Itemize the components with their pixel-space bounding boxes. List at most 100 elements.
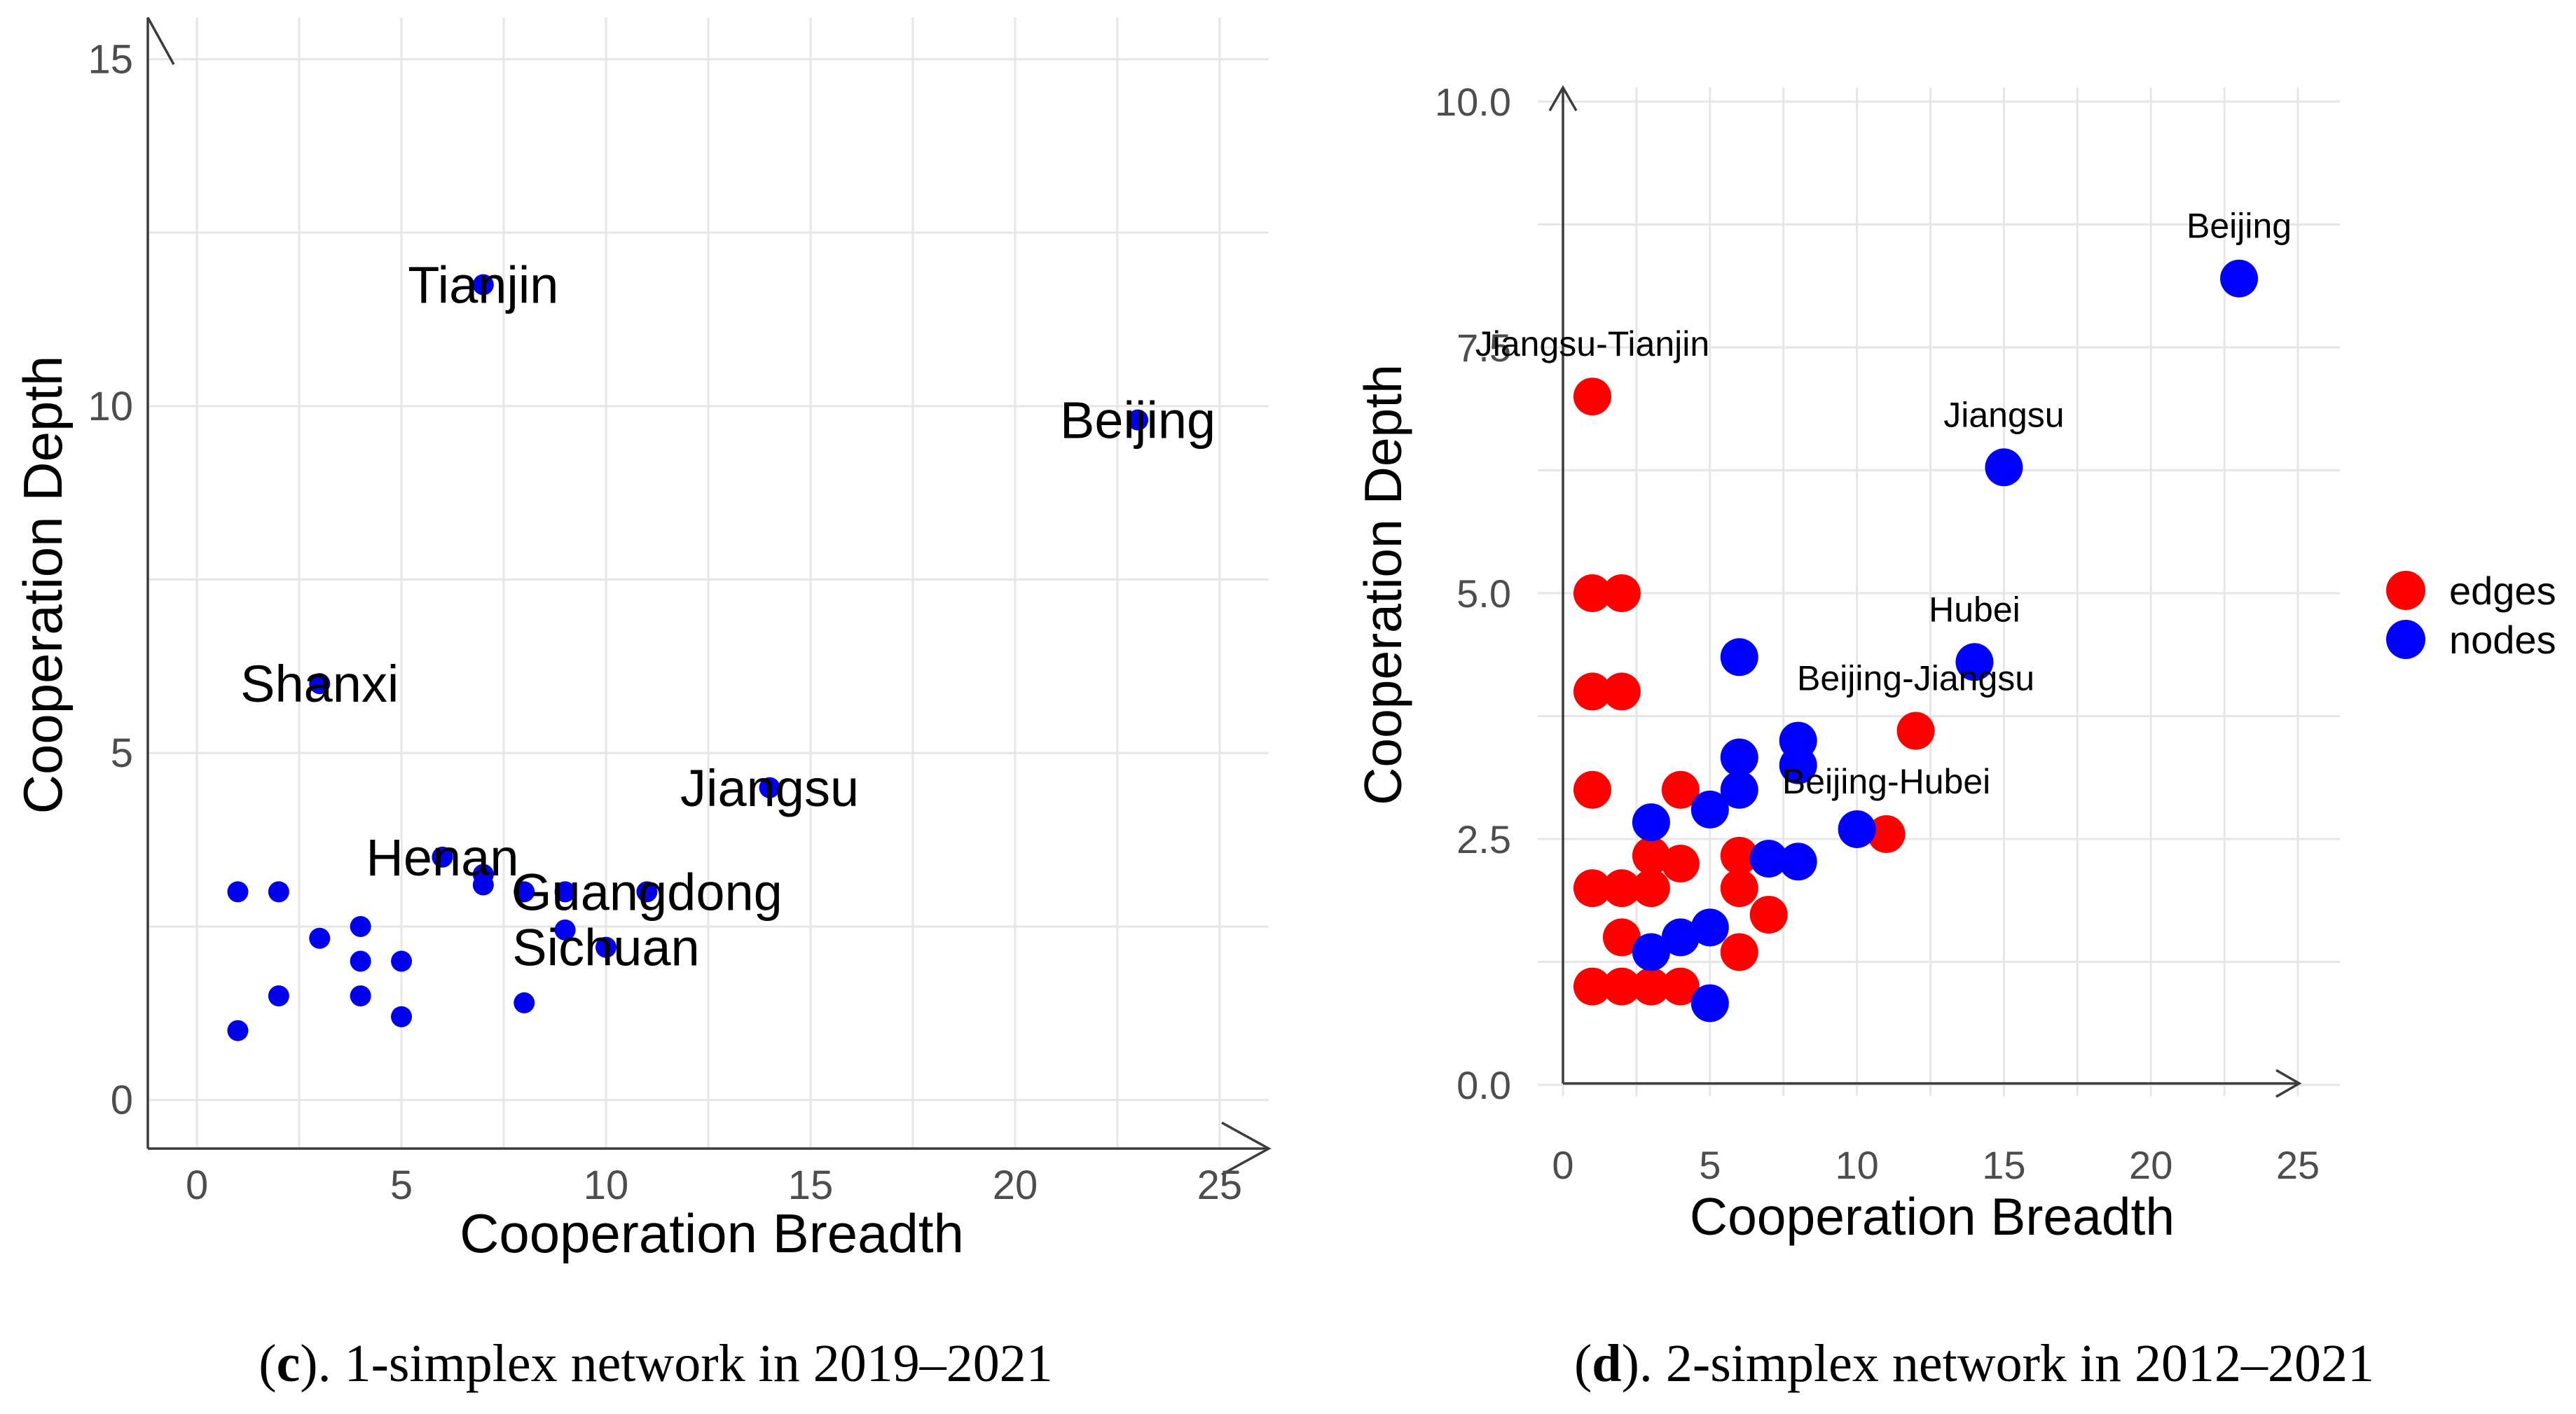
panel-d-x-tick-labels: 0 5 10 15 20 25 [1552,1143,2320,1187]
panel-c-x-axis-arrow [1221,1121,1272,1176]
panel-c-point-label: Beijing [1060,391,1215,450]
panel-c-x-tick-label: 25 [1197,1163,1243,1208]
panel-d-point-edges [1661,967,1700,1006]
panel-c-point [309,927,331,949]
panel-c-point-labels: Beijing Tianjin Shanxi Jiangsu HenanGuangdon… [240,256,1215,976]
panel-c-point [432,846,453,868]
panel-d-point-edges [1602,672,1641,711]
panel-c-point [268,985,289,1007]
panel-d-x-tick-label: 5 [1699,1143,1721,1187]
panel-c-axes [146,17,1272,1176]
panel-c-x-tick-label: 10 [584,1163,629,1208]
panel-d-x-tick-label: 0 [1552,1143,1573,1187]
panel-d-point-nodes [1779,843,1817,881]
panel-d-points [1573,259,2259,1023]
panel-d-point-edges [1720,933,1758,971]
panel-d-point-nodes [2220,259,2259,298]
panel-d-point-edges [1720,869,1758,908]
panel-d-point-edges [1573,770,1611,809]
panel-d-point-nodes [1779,746,1817,784]
panel-d-y-axis-title: Cooperation Depth [1354,364,1412,805]
panel-d-point-nodes [1632,803,1670,842]
panel-d-x-tick-label: 25 [2276,1143,2320,1187]
panel-d-point-nodes [1838,810,1876,848]
panel-c-plot: 0 5 10 15 20 25 0 5 10 15 Beijing Tianjin Shanxi Ji… [12,17,1272,1393]
panel-d-point-label: Beijing-Jiangsu [1797,659,2034,698]
panel-d-y-tick-label: 10.0 [1435,80,1511,124]
panel-d-point-nodes [1720,738,1758,777]
panel-d-caption: (d). 2-simplex network in 2012–2021 [1574,1334,2374,1393]
panel-d-x-tick-label: 20 [2129,1143,2172,1187]
panel-d-x-tick-label: 15 [1982,1143,2025,1187]
panel-c-x-tick-label: 20 [993,1163,1038,1208]
panel-d-y-tick-label: 0.0 [1456,1063,1511,1107]
panel-c-point-label: Sichuan [512,919,699,977]
panel-d-point-edges [1720,836,1758,875]
panel-d-point-nodes [1749,840,1788,878]
panel-d-point-edges [1632,869,1670,908]
panel-d-point-nodes [1690,984,1729,1023]
panel-c-y-tick-label: 10 [88,384,133,429]
panel-c-point-label: Tianjin [408,256,558,314]
panel-d-point-nodes [1720,638,1758,677]
panel-d-y-tick-labels: 0.0 2.5 5.0 7.5 10.0 [1435,80,1511,1107]
panel-c-x-axis-title: Cooperation Breadth [460,1202,964,1264]
panel-d-point-edges [1602,967,1641,1006]
panel-c-y-tick-label: 15 [88,36,133,82]
panel-d-legend-label-edges: edges [2449,569,2556,613]
panel-c-point [309,673,331,695]
panel-c-point [514,881,535,903]
panel-c-y-tick-labels: 0 5 10 15 [88,36,133,1123]
panel-c-caption-text: . 1-simplex network in 2019–2021 [318,1334,1053,1393]
panel-d-point-edges [1632,967,1670,1006]
panel-c-point [350,985,371,1007]
panel-d-legend-label-nodes: nodes [2449,618,2556,662]
panel-d-point-edges [1573,574,1611,612]
panel-c-point [391,1006,413,1027]
panel-c-point-label: Jiangsu [680,759,859,817]
panel-c-point [554,881,576,903]
panel-d-legend: edges nodes [2386,569,2556,662]
panel-d-y-tick-label: 2.5 [1456,817,1511,861]
panel-d-x-axis-title: Cooperation Breadth [1690,1187,2175,1246]
panel-d-point-edges [1661,770,1700,809]
panel-d-point-edges [1632,836,1670,875]
panel-c-x-tick-labels: 0 5 10 15 20 25 [186,1163,1242,1208]
panel-d-point-label: Beijing [2186,207,2292,246]
panel-c-caption-letter: c [277,1334,301,1393]
panel-d-point-nodes [1985,448,2023,487]
panel-c-point [227,1020,249,1041]
panel-c-point-label: Guangdong [511,863,783,921]
panel-d-point-edges [1896,712,1935,750]
panel-c-point [759,777,780,798]
panel-d-point-edges [1573,377,1611,416]
panel-d-caption-letter: d [1592,1334,1621,1393]
panel-d-point-edges [1573,869,1611,908]
panel-c-points [227,274,1149,1041]
panel-c-point [472,874,494,896]
panel-c-point [554,919,576,941]
panel-c-y-axis-title: Cooperation Depth [12,356,74,815]
panel-c-x-tick-label: 5 [390,1163,413,1208]
panel-c-y-tick-label: 5 [111,730,133,776]
panel-d-point-label: Jiangsu [1943,395,2064,434]
panel-c-point [227,881,249,903]
panel-d-point-label: Hubei [1929,590,2020,629]
panel-d-point-nodes [1690,908,1729,947]
panel-c-point [1127,409,1149,431]
panel-c-point-label: Henan [366,829,518,887]
panel-c-point [472,274,494,296]
panel-d-x-tick-label: 10 [1835,1143,1878,1187]
panel-c-point [391,950,413,972]
panel-c-y-tick-label: 0 [111,1078,133,1123]
panel-d-point-edges [1602,574,1641,612]
panel-d-y-tick-label: 5.0 [1456,571,1511,616]
panel-d-point-edges [1602,869,1641,908]
panel-d-point-label: Beijing-Hubei [1782,762,1990,801]
panel-c-point-label: Shanxi [240,655,399,713]
panel-c-point [350,915,371,937]
panel-d-caption-text: . 2-simplex network in 2012–2021 [1639,1334,2374,1393]
panel-d-point-nodes [1690,790,1729,829]
panel-c-x-tick-label: 0 [186,1163,208,1208]
